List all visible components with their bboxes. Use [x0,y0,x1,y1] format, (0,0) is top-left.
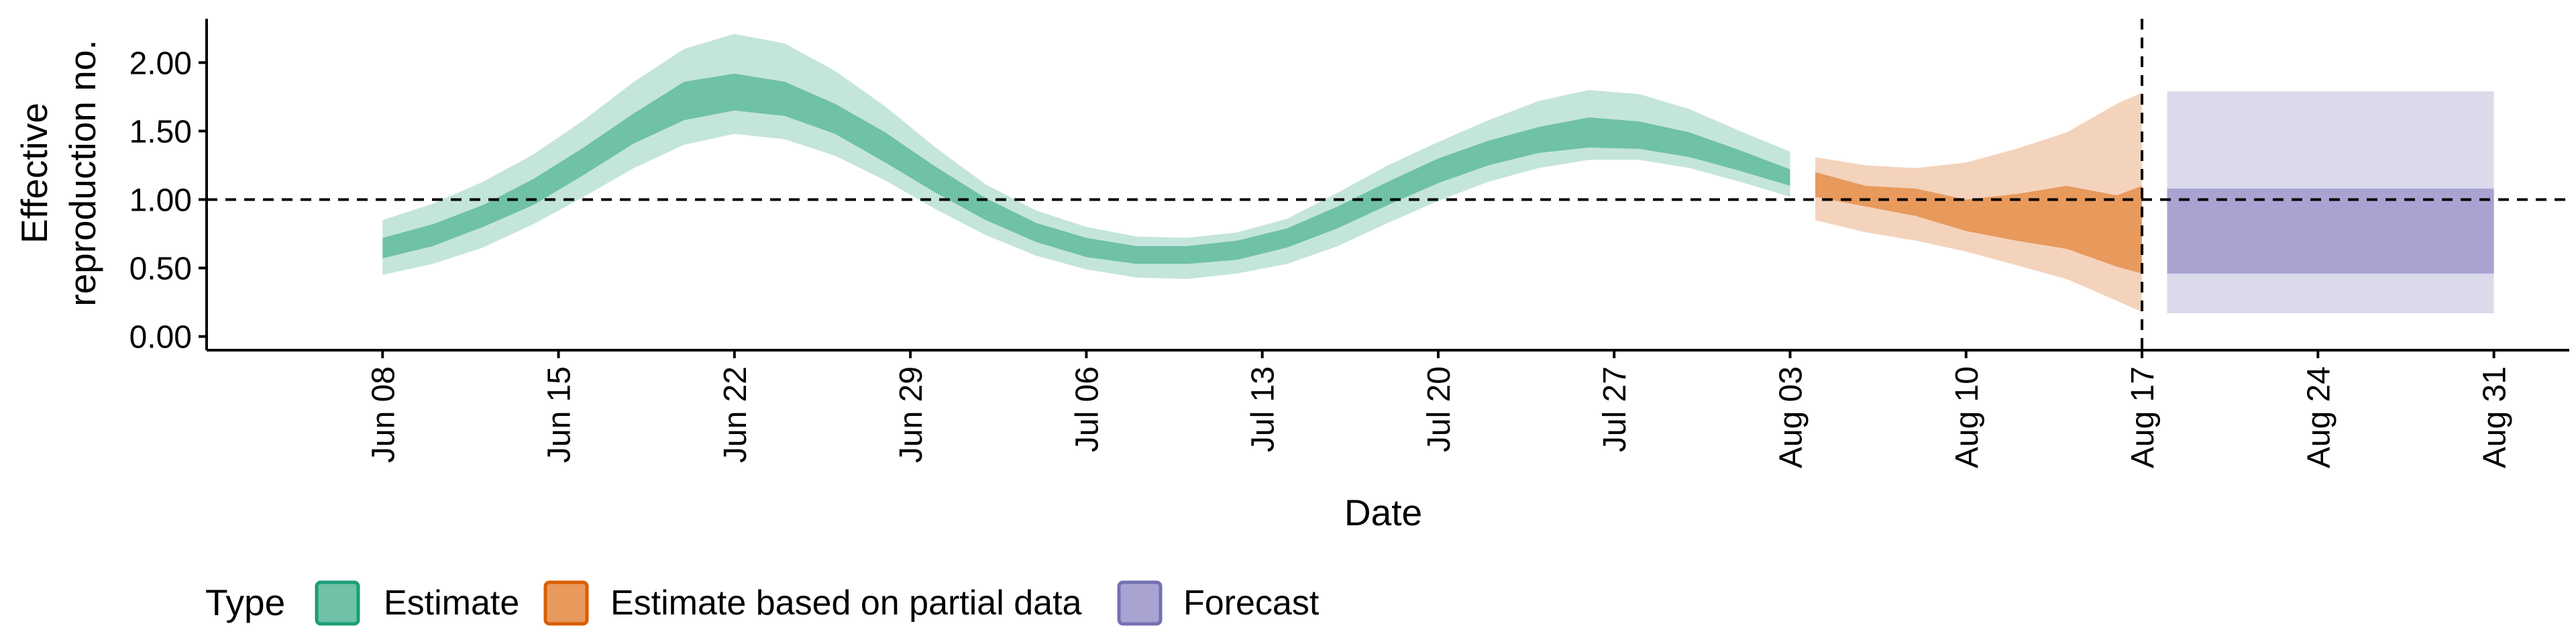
legend-key-partial [543,580,589,626]
legend-label-estimate: Estimate [384,584,519,623]
x-tick-label: Aug 31 [2477,366,2513,468]
x-tick-label: Jun 08 [366,366,401,463]
y-axis-title-line-2: reproduction no. [62,40,103,307]
x-axis-title: Date [1344,492,1422,533]
y-tick-label: 0.50 [129,252,192,287]
y-axis-title-line-1: Effective [13,103,55,244]
y-tick-label: 2.00 [129,46,192,81]
x-tick-label: Jun 22 [718,366,753,463]
x-tick-label: Jul 06 [1069,366,1105,452]
legend: Type Estimate Estimate based on partial … [205,580,1320,626]
x-tick-label: Aug 17 [2125,366,2161,468]
x-tick-label: Aug 03 [1774,366,1809,468]
y-tick-label: 0.00 [129,320,192,356]
x-tick-label: Aug 10 [1949,366,1985,468]
x-tick-label: Jul 13 [1246,366,1281,452]
x-tick-label: Jul 27 [1597,366,1633,452]
y-tick-label: 1.00 [129,182,192,218]
axes: 0.00 0.50 1.00 1.50 2.00 Jun 08 Jun 15 Jun 22 Ju… [129,19,2569,468]
x-tick-label: Jun 15 [542,366,578,463]
legend-key-forecast [1117,580,1163,626]
legend-title: Type [205,582,285,623]
uncertainty-bands [382,34,2494,313]
band-50-estimate-based-on-partial-data [1815,172,2142,274]
x-tick-label: Jul 20 [1421,366,1457,452]
legend-label-partial: Estimate based on partial data [610,584,1082,623]
y-tick-label: 1.50 [129,114,192,150]
legend-label-forecast: Forecast [1183,584,1320,623]
band-50-forecast [2167,189,2494,274]
legend-key-estimate [315,580,360,626]
x-tick-label: Aug 24 [2301,366,2337,468]
x-tick-label: Jun 29 [894,366,929,463]
